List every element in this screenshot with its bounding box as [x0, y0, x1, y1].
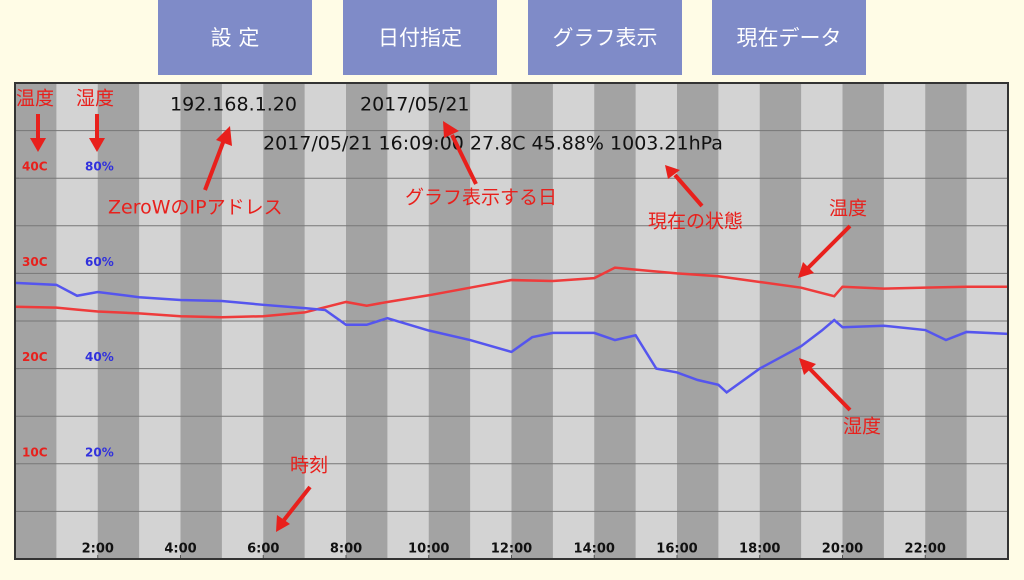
x-tick-label: 2:00: [82, 542, 114, 557]
chart: 10C 20C 30C 40C 20% 40% 60% 80% 2:00 4:00 6:00 8:00…: [14, 82, 1009, 560]
series-line: [14, 281, 1009, 395]
temp-line-note: 温度: [829, 198, 867, 220]
ip-text: 192.168.1.20: [170, 94, 297, 116]
time-note: 時刻: [290, 455, 328, 477]
arrows: [30, 114, 852, 532]
date-button[interactable]: 日付指定: [378, 26, 462, 50]
y-tick-label: 10C: [22, 445, 48, 459]
y2-tick-label: 80%: [85, 160, 114, 174]
x-tick-label: 14:00: [574, 542, 615, 557]
y2-tick-label: 60%: [85, 255, 114, 269]
x-tick-label: 20:00: [822, 542, 863, 557]
plot-border: [14, 82, 1009, 560]
status-text: 2017/05/21 16:09:00 27.8C 45.88% 1003.21…: [263, 133, 723, 155]
overlay: 192.168.1.20 2017/05/21 2017/05/21 16:09…: [16, 88, 881, 532]
temp-axis-note: 温度: [16, 88, 54, 110]
button-bg[interactable]: [158, 0, 312, 75]
date-note: グラフ表示する日: [405, 187, 557, 209]
y2-tick-label: 20%: [85, 445, 114, 459]
button-bg[interactable]: [528, 0, 682, 75]
ip-note: ZeroWのIPアドレス: [108, 197, 283, 219]
x-tick-label: 18:00: [739, 542, 780, 557]
x-tick-label: 16:00: [656, 542, 697, 557]
button-bg[interactable]: [343, 0, 497, 75]
hum-axis-note: 湿度: [76, 88, 114, 110]
y2-tick-label: 40%: [85, 350, 114, 364]
series-line: [14, 266, 1008, 319]
y-tick-label: 30C: [22, 255, 48, 269]
graph-button[interactable]: グラフ表示: [553, 26, 658, 50]
x-tick-label: 22:00: [905, 542, 946, 557]
x-tick-label: 4:00: [164, 542, 196, 557]
x-tick-label: 12:00: [491, 542, 532, 557]
hum-line-note: 湿度: [843, 416, 881, 438]
button-bg[interactable]: [712, 0, 866, 75]
status-note: 現在の状態: [648, 211, 743, 233]
x-tick-label: 6:00: [247, 542, 279, 557]
buttons: 設 定 日付指定 グラフ表示 現在データ: [158, 0, 866, 75]
y-tick-label: 40C: [22, 160, 48, 174]
x-tick-label: 10:00: [408, 542, 449, 557]
x-tick-label: 8:00: [330, 542, 362, 557]
date-text: 2017/05/21: [360, 94, 470, 116]
settings-button[interactable]: 設 定: [211, 26, 260, 50]
y-tick-label: 20C: [22, 350, 48, 364]
current-button[interactable]: 現在データ: [737, 26, 842, 50]
